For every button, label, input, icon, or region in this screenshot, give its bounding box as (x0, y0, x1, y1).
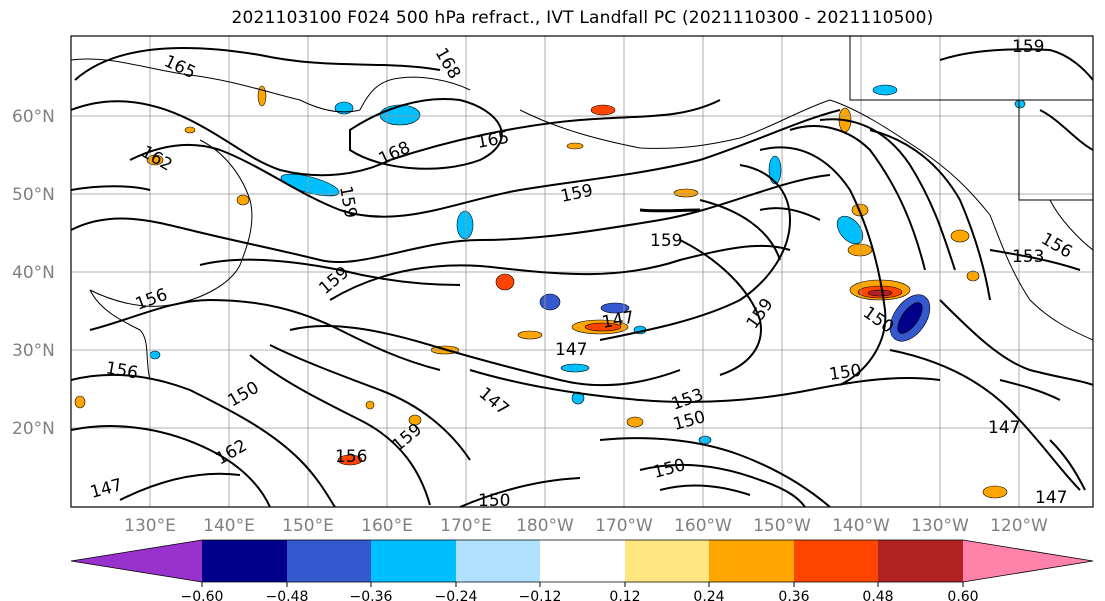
lat-label: 50°N (12, 185, 55, 205)
colorbar-segment (709, 540, 794, 582)
lon-label: 170°E (440, 516, 492, 536)
contour-label: 150 (828, 361, 863, 385)
colorbar-tick-label: −0.60 (181, 589, 224, 601)
colorbar-tick-label: −0.48 (266, 589, 309, 601)
contour-label: 159 (1012, 37, 1044, 57)
contour-label: 156 (335, 447, 367, 467)
contour-label: 147 (1035, 488, 1067, 508)
colorbar-tick-label: 0.36 (778, 589, 809, 601)
colorbar-segment (878, 540, 963, 582)
map-plot-area (71, 36, 1093, 507)
colorbar-tick-label: 0.12 (609, 589, 640, 601)
lon-label: 120°W (990, 516, 1048, 536)
contour-label: 153 (1012, 247, 1044, 267)
lon-label: 180°W (516, 516, 574, 536)
colorbar-tick-label: −0.36 (350, 589, 393, 601)
colorbar-ticks: −0.60 −0.48 −0.36 −0.24 −0.12 0.12 0.24 0.36 0.4… (181, 582, 979, 601)
colorbar-segment (71, 540, 202, 582)
lat-label: 30°N (12, 341, 55, 361)
colorbar-segment (625, 540, 709, 582)
colorbar-segment (540, 540, 625, 582)
map-title: 2021103100 F024 500 hPa refract., IVT La… (231, 8, 934, 28)
lat-label: 60°N (12, 107, 55, 127)
latitude-labels: 60°N 50°N 40°N 30°N 20°N (12, 107, 55, 439)
colorbar-segment (456, 540, 540, 582)
colorbar-segment (202, 540, 287, 582)
contour-label: 150 (478, 491, 510, 511)
lat-label: 40°N (12, 263, 55, 283)
colorbar-tick-label: −0.24 (435, 589, 478, 601)
contour-label: 159 (650, 231, 682, 251)
lon-label: 150°W (753, 516, 811, 536)
lon-label: 150°E (282, 516, 334, 536)
colorbar-tick-label: 0.48 (862, 589, 893, 601)
lon-label: 130°W (911, 516, 969, 536)
colorbar (70, 539, 1094, 583)
lon-label: 170°W (595, 516, 653, 536)
lon-label: 160°W (674, 516, 732, 536)
lon-label: 140°E (203, 516, 255, 536)
colorbar-segment (794, 540, 878, 582)
longitude-labels: 130°E 140°E 150°E 160°E 170°E 180°W 170°… (124, 516, 1048, 536)
map-frame (70, 35, 1094, 508)
colorbar-tick-label: −0.12 (519, 589, 562, 601)
lon-label: 130°E (124, 516, 176, 536)
lat-label: 20°N (12, 419, 55, 439)
lon-label: 140°W (832, 516, 890, 536)
coastlines (71, 36, 1093, 381)
lon-label: 160°E (361, 516, 413, 536)
contour-label: 147 (555, 340, 587, 360)
contour-label: 147 (988, 418, 1020, 438)
colorbar-segment (963, 540, 1093, 582)
contour-lines (71, 46, 1093, 507)
colorbar-tick-label: 0.24 (693, 589, 724, 601)
colorbar-segment (287, 540, 371, 582)
colorbar-tick-label: 0.60 (947, 589, 978, 601)
colorbar-segment (371, 540, 456, 582)
